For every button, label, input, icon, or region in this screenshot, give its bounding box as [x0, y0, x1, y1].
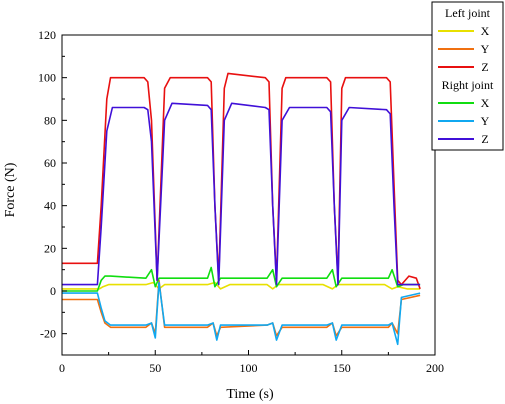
legend-entry-label: Y: [481, 42, 490, 56]
y-tick-label: 0: [50, 284, 56, 298]
legend-box: [431, 1, 504, 151]
y-axis-title: Force (N): [3, 162, 18, 217]
y-tick-label: 60: [44, 156, 56, 170]
legend-group-title: Left joint: [445, 6, 491, 20]
y-tick-label: 80: [44, 113, 56, 127]
legend-group-title: Right joint: [442, 78, 494, 92]
legend-entry-label: X: [481, 96, 490, 110]
x-tick-label: 150: [333, 361, 351, 375]
series-line-left-joint-y: [62, 279, 421, 337]
series-line-right-joint-x: [62, 266, 421, 292]
legend-entry-label: Z: [481, 132, 488, 146]
y-tick-label: 40: [44, 199, 56, 213]
y-tick-label: 100: [38, 71, 56, 85]
x-tick-label: 50: [149, 361, 161, 375]
series-line-right-joint-y: [62, 281, 421, 346]
series-line-left-joint-x: [62, 281, 421, 290]
x-tick-label: 200: [426, 361, 444, 375]
y-tick-label: 120: [38, 28, 56, 42]
y-tick-label: 20: [44, 241, 56, 255]
legend-entry-label: Y: [481, 114, 490, 128]
axes: [61, 34, 436, 356]
series-line-left-joint-z: [62, 72, 421, 290]
x-tick-label: 0: [59, 361, 65, 375]
y-tick-label: -20: [40, 327, 56, 341]
plot-frame: [61, 34, 436, 356]
series-line-right-joint-z: [62, 102, 421, 286]
tick-labels: 0 50 100 150 200 -20 0 20 40 60 80 100 120: [38, 28, 444, 375]
x-tick-label: 100: [240, 361, 258, 375]
plot-lines: [62, 72, 421, 346]
legend-entry-label: Z: [481, 60, 488, 74]
legend-entry-label: X: [481, 24, 490, 38]
x-axis-title: Time (s): [226, 387, 274, 402]
